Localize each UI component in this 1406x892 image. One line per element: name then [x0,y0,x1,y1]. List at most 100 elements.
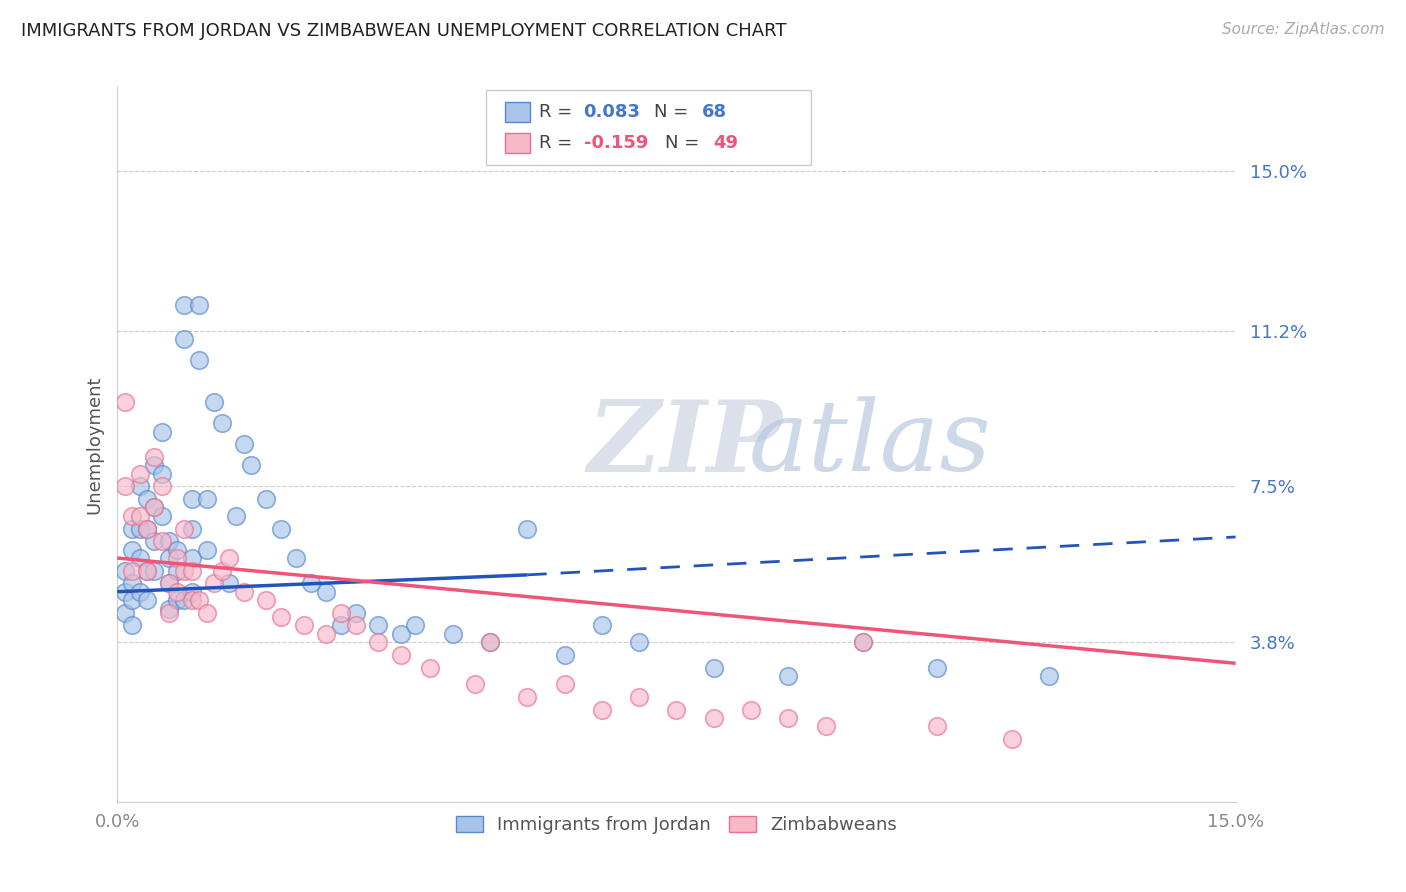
Point [150,479,173,493]
Point [121,508,143,523]
Point [157,606,180,620]
Point [157,576,180,591]
Point [121,618,143,632]
Point [136,564,159,578]
Point [270,522,292,536]
Point [628,690,651,704]
Text: 68: 68 [702,103,727,121]
Point [157,551,180,566]
Point [292,618,315,632]
Point [128,551,150,566]
Point [166,551,188,566]
Point [180,522,202,536]
Point [114,584,136,599]
Bar [505,133,530,153]
Point [143,500,166,515]
Point [233,437,256,451]
Point [188,298,211,312]
Point [778,669,800,683]
Point [225,508,247,523]
Point [180,564,202,578]
Point [389,627,412,641]
Point [479,635,502,649]
Point [114,564,136,578]
Point [254,593,277,607]
Point [703,711,725,725]
Point [180,491,202,506]
Bar [505,102,530,122]
Point [143,458,166,473]
Point [419,660,441,674]
Point [389,648,412,662]
Point [404,618,426,632]
Point [157,534,180,549]
Point [136,593,159,607]
Point [180,584,202,599]
Text: N =: N = [665,134,699,152]
Point [150,425,173,439]
Point [136,491,159,506]
Point [136,522,159,536]
Point [143,534,166,549]
Point [166,593,188,607]
Point [240,458,263,473]
Text: IMMIGRANTS FROM JORDAN VS ZIMBABWEAN UNEMPLOYMENT CORRELATION CHART: IMMIGRANTS FROM JORDAN VS ZIMBABWEAN UNE… [21,22,786,40]
Point [218,551,240,566]
Text: Source: ZipAtlas.com: Source: ZipAtlas.com [1222,22,1385,37]
Point [128,522,150,536]
Point [740,703,762,717]
Point [591,618,613,632]
Point [285,551,308,566]
Point [121,564,143,578]
Point [136,522,159,536]
Point [128,467,150,481]
Point [233,584,256,599]
Point [166,584,188,599]
Point [195,606,218,620]
Point [778,711,800,725]
Point [180,593,202,607]
Point [166,542,188,557]
Point [464,677,486,691]
Point [591,703,613,717]
Point [195,491,218,506]
Point [180,551,202,566]
Point [329,606,352,620]
Point [927,719,949,733]
Point [166,564,188,578]
Point [1038,669,1060,683]
Point [150,467,173,481]
Point [136,564,159,578]
Point [852,635,875,649]
Point [852,635,875,649]
Point [367,635,389,649]
Text: N =: N = [654,103,689,121]
Text: 0.083: 0.083 [583,103,641,121]
Point [157,601,180,615]
Text: atlas: atlas [749,397,991,492]
Point [143,564,166,578]
Point [344,618,367,632]
Point [479,635,502,649]
Point [270,610,292,624]
Point [114,606,136,620]
Point [329,618,352,632]
Point [814,719,837,733]
Y-axis label: Unemployment: Unemployment [86,375,103,514]
Point [516,522,538,536]
Point [173,332,195,346]
Point [114,395,136,409]
Point [128,479,150,493]
Point [188,353,211,368]
Legend: Immigrants from Jordan, Zimbabweans: Immigrants from Jordan, Zimbabweans [447,807,907,843]
Point [344,606,367,620]
Point [628,635,651,649]
Point [143,500,166,515]
Point [128,508,150,523]
Text: R =: R = [538,103,572,121]
Point [173,564,195,578]
Point [703,660,725,674]
Point [211,564,233,578]
Point [1001,732,1024,747]
Point [441,627,464,641]
